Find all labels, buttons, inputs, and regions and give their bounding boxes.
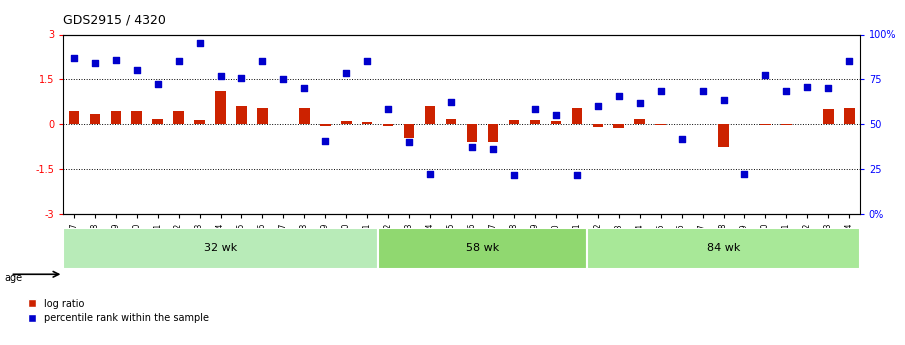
Bar bbox=[90, 114, 100, 124]
Point bbox=[486, 146, 500, 151]
Point bbox=[171, 59, 186, 64]
Bar bbox=[760, 124, 771, 125]
Point bbox=[716, 98, 730, 103]
Point bbox=[109, 57, 123, 63]
Point bbox=[381, 107, 395, 112]
Bar bbox=[446, 119, 456, 124]
Point bbox=[67, 56, 81, 61]
Bar bbox=[719, 124, 729, 147]
Bar bbox=[131, 111, 142, 124]
Bar bbox=[614, 124, 624, 128]
Point bbox=[318, 138, 332, 144]
Bar bbox=[509, 120, 519, 124]
FancyBboxPatch shape bbox=[377, 228, 587, 269]
Point bbox=[193, 41, 207, 46]
Bar bbox=[550, 121, 561, 124]
Bar bbox=[362, 122, 373, 124]
Point bbox=[88, 60, 102, 66]
Point bbox=[255, 59, 270, 64]
Bar bbox=[236, 106, 247, 124]
Text: age: age bbox=[5, 273, 23, 283]
Bar bbox=[383, 124, 394, 126]
Point bbox=[297, 86, 311, 91]
Text: 84 wk: 84 wk bbox=[707, 244, 740, 253]
Legend: log ratio, percentile rank within the sample: log ratio, percentile rank within the sa… bbox=[23, 295, 214, 327]
Point bbox=[569, 172, 584, 178]
Point bbox=[674, 136, 689, 142]
Point bbox=[800, 84, 814, 90]
Point bbox=[738, 171, 752, 176]
Point bbox=[339, 71, 354, 76]
Point bbox=[443, 99, 458, 105]
FancyBboxPatch shape bbox=[63, 228, 377, 269]
Point bbox=[402, 139, 416, 145]
Point bbox=[842, 59, 856, 64]
Point bbox=[612, 93, 626, 99]
Text: GDS2915 / 4320: GDS2915 / 4320 bbox=[63, 14, 167, 27]
Point bbox=[633, 100, 647, 106]
Bar bbox=[110, 111, 121, 124]
Bar bbox=[781, 124, 792, 125]
Point bbox=[821, 86, 835, 91]
Point bbox=[507, 172, 521, 178]
Bar bbox=[404, 124, 414, 138]
Point bbox=[150, 81, 165, 87]
Point bbox=[528, 107, 542, 112]
Point bbox=[591, 104, 605, 109]
Bar bbox=[467, 124, 477, 142]
Point bbox=[234, 75, 249, 81]
Bar bbox=[320, 124, 330, 126]
Bar bbox=[593, 124, 603, 127]
Point bbox=[129, 68, 144, 73]
Bar bbox=[488, 124, 499, 142]
Bar bbox=[341, 121, 351, 124]
Bar bbox=[69, 111, 79, 124]
Bar bbox=[174, 111, 184, 124]
Bar bbox=[300, 108, 310, 124]
Bar bbox=[823, 109, 834, 124]
Point bbox=[360, 59, 375, 64]
Bar bbox=[424, 106, 435, 124]
Point bbox=[758, 72, 773, 78]
Point bbox=[276, 77, 291, 82]
FancyBboxPatch shape bbox=[587, 228, 860, 269]
Point bbox=[423, 171, 437, 176]
Point bbox=[548, 112, 563, 118]
Point bbox=[214, 73, 228, 79]
Bar bbox=[195, 120, 205, 124]
Bar bbox=[634, 119, 645, 124]
Bar bbox=[215, 91, 225, 124]
Bar bbox=[844, 108, 854, 124]
Point bbox=[779, 89, 794, 94]
Point bbox=[653, 89, 668, 94]
Text: 32 wk: 32 wk bbox=[204, 244, 237, 253]
Bar bbox=[257, 108, 268, 124]
Bar bbox=[655, 124, 666, 125]
Point bbox=[695, 89, 710, 94]
Bar bbox=[152, 119, 163, 124]
Text: 58 wk: 58 wk bbox=[466, 244, 500, 253]
Bar bbox=[572, 108, 582, 124]
Point bbox=[465, 144, 480, 149]
Bar bbox=[529, 120, 540, 124]
